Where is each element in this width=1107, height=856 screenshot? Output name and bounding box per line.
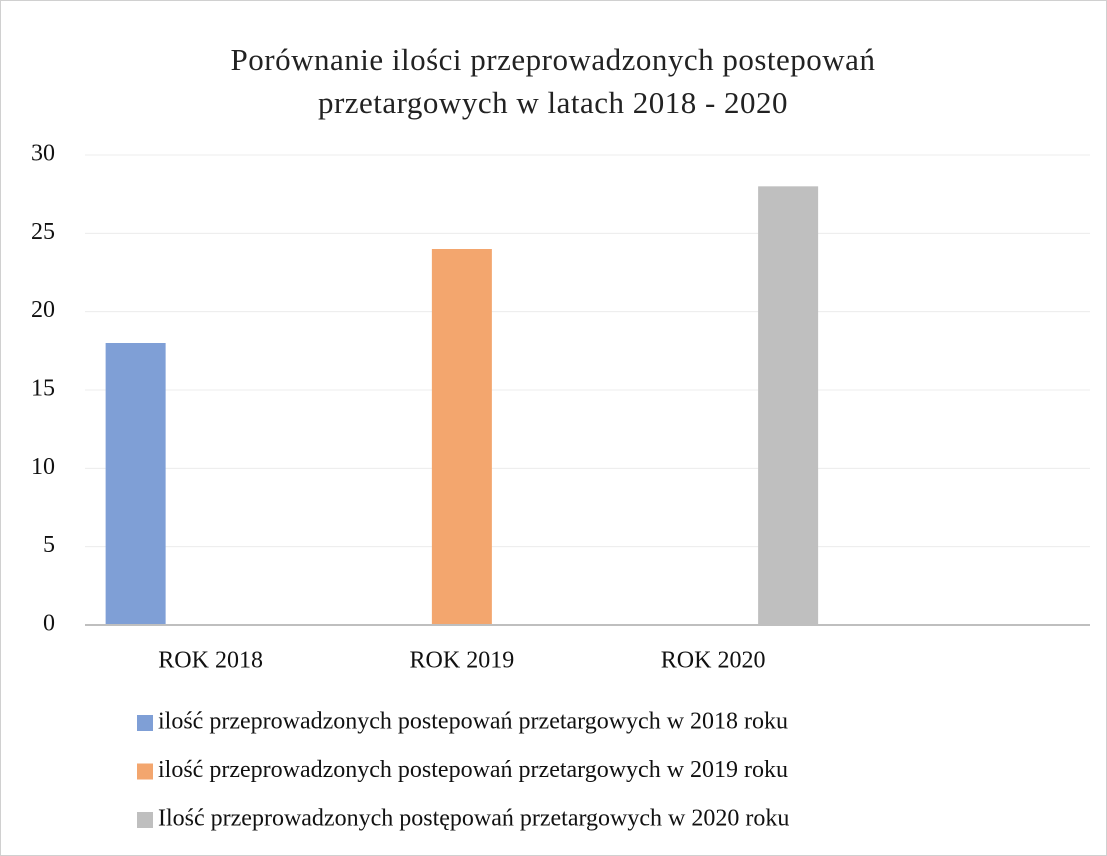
y-tick-label: 0 [43, 611, 55, 637]
y-tick-label: 25 [31, 219, 55, 245]
legend-swatch [137, 715, 153, 731]
bar [431, 249, 492, 625]
legend-swatch [137, 763, 153, 780]
y-tick-label: 10 [31, 454, 55, 480]
chart-title: Porównanie ilości przeprowadzonych poste… [230, 42, 876, 120]
legend-swatch [137, 812, 153, 828]
bar [758, 186, 819, 626]
y-tick-label: 30 [31, 141, 55, 167]
y-tick-label: 5 [43, 532, 55, 558]
legend-label: ilość przeprowadzonych postepowań przeta… [158, 709, 788, 735]
x-tick-label: ROK 2018 [158, 648, 263, 674]
legend-label: ilość przeprowadzonych postepowań przeta… [158, 757, 788, 783]
x-tick-label: ROK 2020 [661, 648, 766, 674]
legend-label: Ilość przeprowadzonych postępowań przeta… [158, 806, 789, 832]
y-tick-label: 20 [31, 297, 55, 323]
bar [105, 343, 166, 625]
y-tick-label: 15 [31, 376, 55, 402]
x-tick-label: ROK 2019 [410, 648, 515, 674]
